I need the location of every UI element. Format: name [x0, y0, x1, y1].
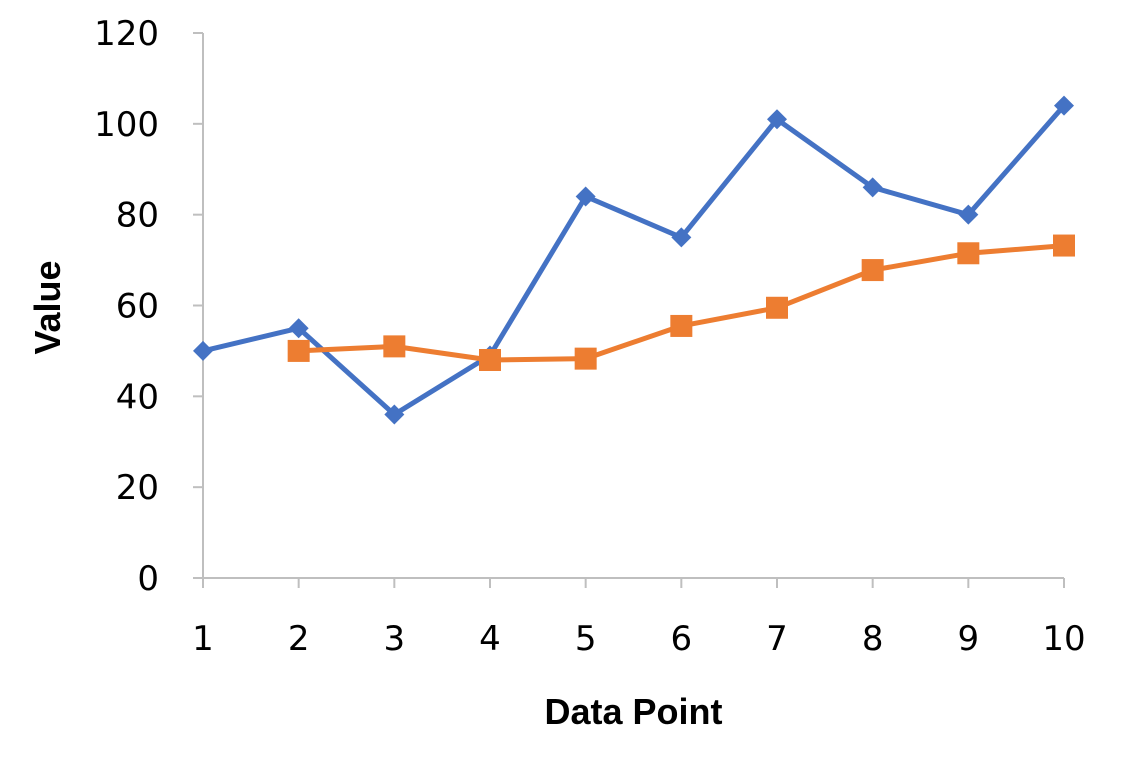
series-2-point — [287, 339, 310, 362]
y-tick-label: 0 — [137, 559, 159, 599]
x-tick-label: 7 — [766, 619, 788, 659]
x-tick-label: 8 — [862, 619, 884, 659]
y-tick-label: 100 — [94, 105, 159, 145]
axes — [202, 33, 1064, 579]
x-tick-label: 1 — [192, 619, 214, 659]
series-2-point — [861, 259, 884, 282]
series-1-point — [1054, 95, 1074, 116]
x-tick-label: 6 — [671, 619, 693, 659]
x-tick-label: 3 — [384, 619, 406, 659]
series-1-point — [193, 340, 213, 361]
y-tick-label: 80 — [116, 196, 159, 236]
series-2-point — [766, 296, 788, 319]
series-1-point — [862, 177, 883, 198]
series-layer — [193, 95, 1075, 425]
series-1-point — [384, 404, 405, 425]
series-2-point — [574, 347, 597, 370]
y-axis-title: Value — [27, 260, 68, 354]
x-tick-label: 9 — [958, 619, 980, 659]
x-tick-label: 10 — [1042, 619, 1085, 659]
x-tick-label: 5 — [575, 619, 597, 659]
series-1-point — [671, 227, 692, 248]
x-tick-label: 2 — [288, 619, 310, 659]
x-tick-label: 4 — [479, 619, 501, 659]
series-1-point — [288, 318, 309, 339]
series-1-point — [575, 186, 596, 207]
series-2 — [287, 234, 1075, 371]
series-2-point — [383, 335, 406, 358]
y-tick-label: 120 — [94, 14, 159, 54]
x-axis-title: Data Point — [544, 691, 722, 732]
series-2-point — [479, 349, 501, 371]
series-2-point — [957, 242, 980, 265]
y-axis-ticks: 0 20 40 60 80 100 120 — [94, 14, 203, 599]
series-2-point — [1053, 234, 1075, 257]
y-tick-label: 60 — [116, 287, 159, 327]
series-1-point — [958, 204, 979, 225]
y-tick-label: 20 — [116, 468, 159, 508]
y-tick-label: 40 — [116, 377, 159, 417]
series-1-point — [767, 109, 787, 130]
series-2-point — [670, 314, 693, 337]
series-1-line — [202, 104, 1066, 417]
series-2-line — [298, 243, 1065, 363]
x-axis-ticks: 1 2 3 4 5 6 7 8 9 10 — [192, 578, 1086, 659]
